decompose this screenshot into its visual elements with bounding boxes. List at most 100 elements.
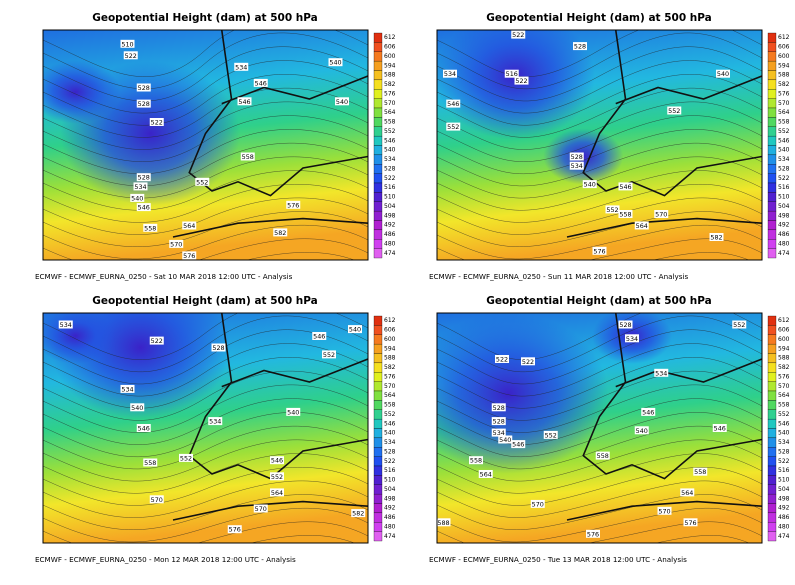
colorbar-label: 474 (384, 250, 396, 257)
colorbar-label: 522 (384, 175, 396, 182)
contour (43, 60, 368, 114)
contour-label: 576 (683, 518, 698, 527)
colorbar-label: 504 (384, 203, 396, 210)
contour (437, 315, 762, 373)
colorbar-cell (373, 372, 383, 382)
colorbar-cell (373, 248, 383, 259)
label-box (143, 223, 158, 232)
colorbar-cell (767, 447, 777, 457)
contour-label: 564 (182, 221, 197, 230)
contour-label: 552 (667, 106, 682, 115)
contour-label-text: 576 (183, 252, 195, 260)
contour-label: 534 (234, 62, 249, 71)
colorbar-label: 480 (384, 523, 396, 530)
contour-label: 558 (693, 467, 708, 476)
label-box (511, 30, 526, 39)
colorbar-cell (767, 89, 777, 99)
colorbar-cell (373, 456, 383, 467)
map: 5105225285285225285345405465585705765645… (43, 30, 368, 260)
colorbar-label: 552 (778, 411, 790, 418)
contour-label-text: 534 (121, 385, 133, 393)
contour (43, 398, 368, 445)
colorbar-label: 492 (384, 222, 396, 229)
contour (43, 184, 368, 223)
contour-label: 582 (709, 233, 724, 242)
colorbar-cell (373, 512, 383, 523)
contour-label-text: 540 (329, 59, 341, 67)
colorbar-cell (373, 353, 383, 364)
label-box (654, 210, 669, 218)
colorbar-cell (767, 343, 777, 354)
contour (43, 101, 368, 150)
colorbar-cell (767, 135, 777, 146)
colorbar-label: 474 (778, 533, 790, 540)
contour (437, 313, 762, 360)
colorbar-label: 534 (384, 439, 396, 446)
contour (437, 115, 762, 162)
colorbar-cell (373, 447, 383, 457)
colorbar-label: 546 (384, 137, 396, 144)
contour-label-text: 534 (235, 63, 247, 71)
colorbar-cell (767, 437, 777, 448)
colorbar-cell (767, 182, 777, 193)
label-box (237, 97, 252, 106)
colorbar-cell (373, 229, 383, 240)
label-box (322, 350, 336, 359)
contour-label: 546 (270, 456, 284, 465)
colorbar-label: 570 (778, 383, 790, 390)
colorbar-cell (373, 154, 383, 165)
colorbar-cell (767, 164, 777, 174)
colorbar-label: 522 (778, 175, 790, 182)
colorbar-label: 594 (778, 62, 790, 69)
contour-label-text: 528 (493, 404, 505, 412)
colorbar-cell (373, 475, 383, 485)
contour-label-text: 564 (183, 222, 195, 230)
label-box (641, 407, 656, 416)
contour (437, 142, 762, 187)
contour-label-text: 510 (121, 40, 133, 48)
colorbar-label: 576 (778, 90, 790, 97)
label-box (270, 472, 284, 481)
colorbar-label: 552 (384, 128, 396, 135)
colorbar-cell (767, 32, 777, 43)
label-box (683, 518, 698, 527)
colorbar-cell (767, 220, 777, 231)
label-box (182, 221, 197, 230)
label-box (625, 334, 639, 343)
colorbar-label: 576 (384, 90, 396, 97)
colorbar-label: 576 (384, 373, 396, 380)
contour-label: 528 (136, 99, 151, 108)
contour-label: 564 (680, 488, 695, 497)
contour-label-text: 540 (717, 70, 729, 78)
colorbar-label: 528 (384, 165, 396, 172)
colorbar-cell (373, 201, 383, 212)
contour (437, 32, 762, 90)
label-box (605, 205, 620, 214)
label-box (586, 529, 600, 538)
label-box (195, 177, 210, 186)
label-box (693, 467, 708, 476)
contour-label-text: 558 (144, 459, 156, 467)
label-box (240, 152, 255, 161)
colorbar-label: 582 (384, 364, 396, 371)
colorbar-label: 480 (778, 523, 790, 530)
colorbar-label: 510 (384, 194, 396, 201)
contour-label: 582 (351, 509, 366, 518)
colorbar-cell (373, 145, 383, 156)
map-frame (436, 29, 763, 261)
colorbar-cell (767, 325, 777, 335)
contour-label-text: 546 (313, 333, 325, 341)
panel-caption: ECMWF - ECMWF_EURNA_0250 - Sun 11 MAR 20… (429, 272, 689, 281)
map-frame (436, 312, 763, 544)
colorbar-cell (767, 372, 777, 382)
label-box (136, 203, 151, 212)
label-box (234, 62, 249, 71)
contour (437, 156, 762, 199)
colorbar-cell (767, 334, 777, 345)
contour (437, 74, 762, 126)
contour-label-text: 540 (499, 436, 511, 444)
label-box (495, 355, 509, 363)
label-box (286, 200, 301, 209)
colorbar-cell (373, 381, 383, 392)
contour (437, 46, 762, 102)
